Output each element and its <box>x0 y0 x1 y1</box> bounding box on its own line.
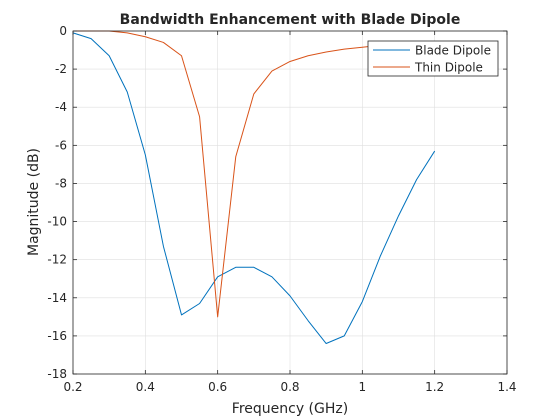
legend-label-thin-dipole: Thin Dipole <box>414 61 483 75</box>
x-tick-label: 0.4 <box>136 380 155 394</box>
y-tick-label: -12 <box>47 253 67 267</box>
x-tick-label: 1 <box>359 380 367 394</box>
x-axis-label: Frequency (GHz) <box>232 401 348 417</box>
x-tick-label: 0.6 <box>208 380 227 394</box>
x-tick-label: 0.8 <box>280 380 299 394</box>
legend-box <box>367 40 499 77</box>
y-tick-label: -16 <box>47 329 67 343</box>
chart-title: Bandwidth Enhancement with Blade Dipole <box>120 12 461 28</box>
y-tick-label: -4 <box>55 100 67 114</box>
x-tick-label: 0.2 <box>63 380 82 394</box>
y-tick-label: -14 <box>47 291 67 305</box>
axis-ticks <box>72 30 508 375</box>
x-tick-label: 1.2 <box>425 380 444 394</box>
y-tick-label: -2 <box>55 62 67 76</box>
x-tick-label: 1.4 <box>497 380 516 394</box>
series-line-blade-dipole <box>72 32 436 345</box>
axis-tick-labels: 0.2 0.4 0.6 0.8 1 1.2 1.4 0 -2 -4 -6 -8 -10 -12 -14 -16… <box>47 24 516 394</box>
y-tick-label: -10 <box>47 215 67 229</box>
y-tick-label: 0 <box>59 24 67 38</box>
legend-label-blade-dipole: Blade Dipole <box>415 44 491 58</box>
legend: Blade Dipole Thin Dipole <box>367 40 499 77</box>
y-tick-label: -6 <box>55 138 67 152</box>
y-tick-label: -8 <box>55 176 67 190</box>
y-tick-label: -18 <box>47 367 67 381</box>
y-axis-label: Magnitude (dB) <box>26 148 42 256</box>
